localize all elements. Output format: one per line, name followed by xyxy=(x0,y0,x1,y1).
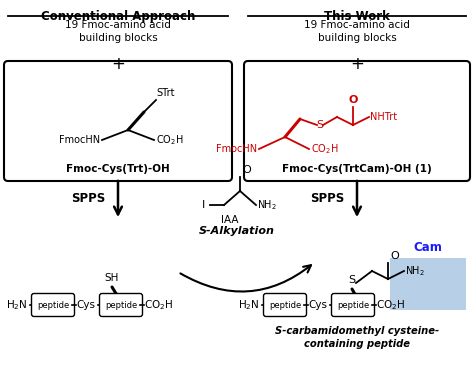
Text: O: O xyxy=(348,95,358,105)
Text: +: + xyxy=(350,55,364,73)
Text: CO$_2$H: CO$_2$H xyxy=(144,298,173,312)
Text: H$_2$N: H$_2$N xyxy=(6,298,27,312)
Text: 19 Fmoc-amino acid
building blocks: 19 Fmoc-amino acid building blocks xyxy=(304,20,410,43)
Text: O: O xyxy=(390,251,399,261)
Text: S: S xyxy=(348,275,356,285)
Text: peptide: peptide xyxy=(337,300,369,310)
FancyBboxPatch shape xyxy=(4,61,232,181)
Text: SPPS: SPPS xyxy=(310,192,344,204)
Text: S-Alkylation: S-Alkylation xyxy=(199,226,275,236)
Text: IAA: IAA xyxy=(221,215,239,225)
Text: peptide: peptide xyxy=(37,300,69,310)
Text: CO$_2$H: CO$_2$H xyxy=(376,298,405,312)
Text: NH$_2$: NH$_2$ xyxy=(405,264,425,278)
Text: NH$_2$: NH$_2$ xyxy=(257,198,277,212)
Text: CO$_2$H: CO$_2$H xyxy=(156,133,183,147)
Text: S: S xyxy=(317,120,324,130)
Text: 19 Fmoc-amino acid
building blocks: 19 Fmoc-amino acid building blocks xyxy=(65,20,171,43)
Text: I: I xyxy=(202,200,206,210)
Text: Conventional Approach: Conventional Approach xyxy=(41,10,195,23)
Text: S‑carbamidomethyl cysteine-
containing peptide: S‑carbamidomethyl cysteine- containing p… xyxy=(275,326,439,349)
FancyBboxPatch shape xyxy=(100,293,143,317)
FancyBboxPatch shape xyxy=(31,293,74,317)
Text: FmocHN: FmocHN xyxy=(59,135,100,145)
FancyBboxPatch shape xyxy=(331,293,374,317)
Text: peptide: peptide xyxy=(269,300,301,310)
Text: SPPS: SPPS xyxy=(71,192,105,204)
Text: Cys: Cys xyxy=(76,300,95,310)
Text: Fmoc-Cys(TrtCam)-OH (1): Fmoc-Cys(TrtCam)-OH (1) xyxy=(282,164,432,174)
Text: Cys: Cys xyxy=(308,300,327,310)
Text: Fmoc-Cys(Trt)-OH: Fmoc-Cys(Trt)-OH xyxy=(66,164,170,174)
Text: SH: SH xyxy=(105,273,119,283)
Text: This Work: This Work xyxy=(324,10,390,23)
Text: Cam: Cam xyxy=(413,241,442,254)
FancyArrowPatch shape xyxy=(181,265,311,291)
Text: STrt: STrt xyxy=(156,88,174,98)
Text: NHTrt: NHTrt xyxy=(370,112,397,122)
Text: FmocHN: FmocHN xyxy=(216,144,257,154)
FancyBboxPatch shape xyxy=(390,258,466,310)
Text: H$_2$N: H$_2$N xyxy=(238,298,260,312)
FancyBboxPatch shape xyxy=(244,61,470,181)
Text: peptide: peptide xyxy=(105,300,137,310)
Text: O: O xyxy=(242,165,251,175)
FancyBboxPatch shape xyxy=(264,293,307,317)
Text: CO$_2$H: CO$_2$H xyxy=(311,142,338,156)
Text: +: + xyxy=(111,55,125,73)
